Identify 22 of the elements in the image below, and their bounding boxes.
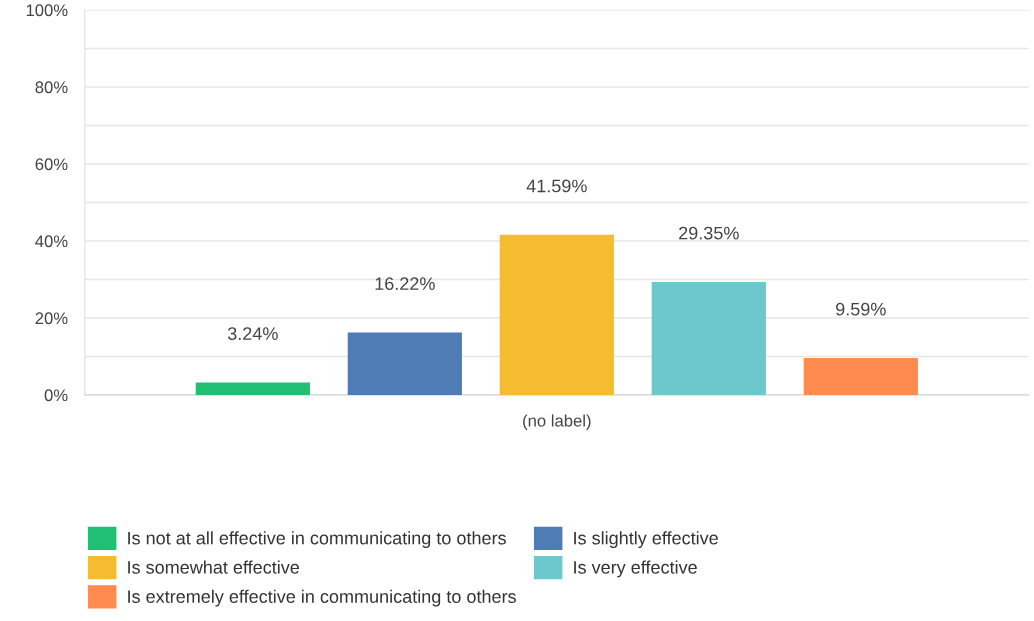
data-label: 16.22% [375,277,435,291]
y-tick-label: 80% [35,81,68,94]
bar [499,234,614,395]
y-tick-label: 20% [35,312,68,325]
data-label: 29.35% [679,226,739,240]
legend-label: Is very effective [574,560,697,578]
x-tick-label: (no label) [523,414,591,430]
y-tick-label: 0% [44,389,68,402]
bar [651,281,766,395]
data-label: 41.59% [526,179,587,193]
bar [347,332,462,395]
bar [195,382,310,395]
legend-label: Is slightly effective [574,531,718,549]
data-label: 3.24% [227,327,278,341]
legend-label: Is not at all effective in communicating to others [128,531,506,549]
legend-label: Is extremely effective in communicating to others [128,589,516,607]
legend-label: Is somewhat effective [128,560,300,574]
bar [803,358,918,395]
y-tick-label: 100% [26,4,68,17]
y-tick-label: 40% [35,235,68,248]
data-label: 9.59% [836,302,886,316]
y-tick-label: 60% [35,158,68,171]
